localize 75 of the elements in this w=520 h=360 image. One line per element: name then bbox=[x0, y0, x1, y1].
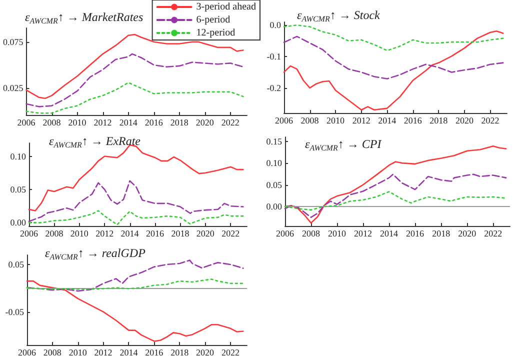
line-series bbox=[28, 144, 244, 212]
x-tick-label: 2022 bbox=[484, 228, 502, 238]
y-tick-label: 0.0 bbox=[270, 20, 282, 30]
x-tick-label: 2008 bbox=[45, 228, 64, 238]
line-series bbox=[28, 210, 244, 226]
y-tick-label: -0.05 bbox=[5, 306, 24, 317]
legend-label: 3-period ahead bbox=[196, 2, 256, 12]
y-tick-label: 0.10 bbox=[266, 158, 282, 168]
y-tick-label: -0.1 bbox=[266, 52, 281, 62]
line-series bbox=[283, 36, 504, 80]
line-series bbox=[283, 30, 504, 111]
x-tick-label: 2008 bbox=[42, 118, 62, 128]
x-tick-label: 2006 bbox=[17, 118, 36, 128]
x-tick-label: 2010 bbox=[326, 116, 346, 126]
x-tick-label: 2016 bbox=[146, 228, 165, 238]
x-tick-label: 2022 bbox=[481, 116, 500, 126]
x-tick-label: 2012 bbox=[94, 118, 112, 128]
x-tick-label: 2016 bbox=[145, 348, 164, 358]
x-tick-label: 2010 bbox=[68, 348, 88, 358]
legend-label: 12-period bbox=[196, 28, 236, 38]
x-tick-label: 2022 bbox=[221, 118, 240, 128]
x-tick-label: 2018 bbox=[170, 118, 189, 128]
x-tick-label: 2010 bbox=[68, 118, 87, 128]
line-series bbox=[26, 82, 244, 114]
x-tick-label: 2018 bbox=[170, 348, 190, 358]
x-tick-label: 2008 bbox=[300, 116, 320, 126]
y-tick-label: 0.15 bbox=[266, 136, 282, 146]
y-tick-label: 0.025 bbox=[3, 83, 24, 94]
line-series bbox=[283, 24, 504, 52]
line-series bbox=[26, 280, 244, 342]
x-tick-label: 2012 bbox=[94, 348, 112, 358]
x-tick-label: 2020 bbox=[458, 228, 477, 238]
x-tick-label: 2006 bbox=[276, 228, 294, 238]
y-tick-label: 0.05 bbox=[10, 184, 26, 194]
x-tick-label: 2020 bbox=[196, 118, 214, 128]
x-tick-label: 2016 bbox=[406, 228, 425, 238]
y-tick-label: 0.00 bbox=[10, 218, 26, 228]
x-tick-label: 2018 bbox=[430, 116, 448, 126]
x-tick-label: 2008 bbox=[302, 228, 321, 238]
y-tick-label: 0.10 bbox=[10, 151, 26, 162]
x-tick-label: 2012 bbox=[352, 116, 370, 126]
x-tick-label: 2016 bbox=[144, 118, 164, 128]
y-tick-label: 0.05 bbox=[8, 259, 24, 270]
x-tick-label: 2018 bbox=[432, 228, 451, 238]
x-tick-label: 2014 bbox=[119, 118, 138, 128]
y-tick-label: 0.05 bbox=[266, 180, 282, 190]
x-tick-label: 2012 bbox=[96, 228, 114, 238]
x-tick-label: 2014 bbox=[120, 348, 138, 358]
x-tick-label: 2020 bbox=[455, 116, 474, 126]
line-series bbox=[284, 174, 507, 218]
y-tick-label: 0.075 bbox=[3, 36, 24, 47]
x-tick-label: 2014 bbox=[120, 228, 140, 238]
x-tick-label: 2006 bbox=[18, 348, 36, 358]
x-tick-label: 2012 bbox=[354, 228, 372, 238]
line-series bbox=[26, 53, 244, 108]
y-tick-label: -0.2 bbox=[266, 82, 281, 93]
x-tick-label: 2010 bbox=[70, 228, 89, 238]
x-tick-label: 2008 bbox=[43, 348, 62, 358]
line-series bbox=[28, 180, 244, 222]
x-tick-label: 2022 bbox=[221, 348, 240, 358]
line-series bbox=[26, 260, 244, 292]
line-series bbox=[284, 191, 507, 211]
x-tick-label: 2006 bbox=[20, 228, 38, 238]
x-tick-label: 2016 bbox=[404, 116, 422, 126]
legend-label: 6-period bbox=[196, 14, 230, 26]
x-tick-label: 2020 bbox=[196, 228, 215, 238]
x-tick-label: 2022 bbox=[222, 228, 240, 238]
y-tick-label: 0.00 bbox=[266, 201, 282, 212]
line-series bbox=[26, 278, 244, 290]
x-tick-label: 2018 bbox=[171, 228, 190, 238]
x-tick-label: 2006 bbox=[275, 116, 294, 126]
x-tick-label: 2010 bbox=[328, 228, 347, 238]
x-tick-label: 2014 bbox=[380, 228, 399, 238]
x-tick-label: 2020 bbox=[196, 348, 215, 358]
x-tick-label: 2014 bbox=[378, 116, 397, 126]
